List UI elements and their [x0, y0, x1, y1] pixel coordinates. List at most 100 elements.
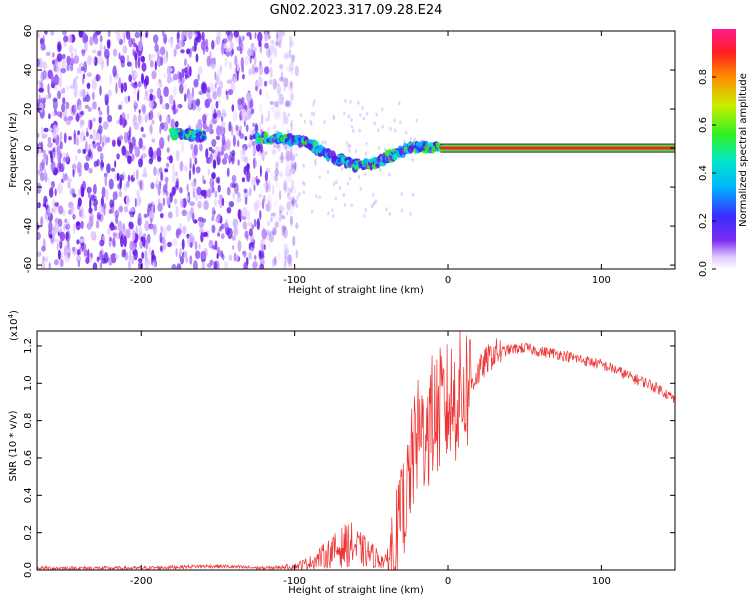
- noise-speckle: [37, 31, 40, 39]
- noise-speckle: [274, 255, 277, 265]
- noise-speckle: [290, 161, 295, 170]
- noise-speckle: [286, 66, 292, 73]
- noise-speckle: [286, 211, 289, 216]
- noise-speckle: [39, 161, 45, 172]
- noise-speckle: [214, 218, 219, 222]
- noise-speckle: [192, 163, 195, 175]
- noise-speckle: [52, 52, 55, 58]
- noise-speckle: [253, 218, 257, 228]
- noise-speckle: [257, 31, 263, 43]
- noise-speckle: [228, 155, 232, 164]
- noise-speckle: [287, 112, 291, 117]
- x-tick-label: -200: [130, 576, 153, 587]
- noise-speckle: [143, 167, 147, 175]
- noise-speckle: [89, 221, 92, 229]
- noise-speckle: [104, 93, 110, 101]
- noise-speckle: [81, 214, 86, 220]
- noise-speckle: [265, 46, 271, 58]
- noise-speckle: [127, 135, 131, 145]
- noise-speckle: [278, 156, 284, 163]
- noise-speckle: [65, 85, 71, 91]
- noise-speckle: [97, 56, 104, 65]
- noise-speckle: [61, 103, 66, 113]
- noise-speckle: [133, 88, 136, 95]
- noise-speckle: [129, 240, 134, 251]
- noise-speckle: [163, 184, 168, 193]
- noise-speckle: [38, 82, 41, 88]
- noise-speckle: [128, 37, 133, 48]
- noise-speckle: [215, 101, 219, 109]
- noise-speckle: [287, 261, 293, 268]
- noise-speckle: [230, 182, 236, 189]
- noise-speckle: [283, 174, 289, 186]
- noise-speckle: [231, 149, 236, 157]
- noise-speckle: [265, 203, 270, 212]
- noise-speckle: [282, 206, 286, 211]
- noise-speckle: [248, 242, 251, 250]
- noise-speckle: [80, 242, 87, 250]
- noise-speckle: [263, 183, 267, 188]
- noise-speckle: [99, 35, 103, 43]
- noise-speckle: [203, 179, 206, 185]
- noise-speckle: [168, 37, 174, 45]
- noise-speckle: [59, 131, 63, 142]
- noise-speckle: [150, 54, 156, 59]
- noise-speckle: [160, 225, 163, 231]
- noise-speckle: [64, 254, 70, 263]
- noise-speckle: [259, 263, 265, 269]
- colorbar: 0.0 0.2 0.4 0.6 0.8 Normalized spectral ampl…: [698, 29, 749, 277]
- noise-speckle: [217, 184, 221, 193]
- noise-speckle: [216, 86, 222, 98]
- noise-speckle: [385, 207, 388, 212]
- noise-speckle: [230, 156, 234, 162]
- spectrogram-image: [37, 31, 675, 269]
- noise-speckle: [277, 143, 281, 152]
- noise-speckle: [61, 59, 66, 70]
- noise-speckle: [38, 94, 41, 102]
- noise-speckle: [72, 246, 78, 256]
- noise-speckle: [181, 68, 185, 78]
- noise-speckle: [345, 140, 348, 145]
- noise-speckle: [89, 212, 94, 221]
- noise-speckle: [241, 109, 247, 121]
- noise-speckle: [38, 146, 42, 155]
- noise-speckle: [99, 133, 102, 145]
- noise-speckle: [370, 204, 374, 209]
- noise-speckle: [56, 53, 63, 62]
- noise-speckle: [137, 57, 141, 69]
- noise-speckle: [195, 123, 198, 129]
- noise-speckle: [49, 233, 53, 239]
- noise-speckle: [259, 250, 265, 258]
- noise-speckle: [257, 76, 263, 88]
- x-tick-label: -100: [283, 576, 306, 587]
- noise-speckle: [302, 163, 305, 168]
- noise-speckle: [338, 186, 342, 190]
- noise-speckle: [82, 148, 87, 154]
- noise-speckle: [112, 237, 116, 247]
- noise-speckle: [332, 214, 335, 219]
- noise-speckle: [167, 211, 173, 219]
- noise-speckle: [288, 196, 292, 201]
- noise-speckle: [274, 221, 280, 228]
- noise-speckle: [399, 120, 402, 125]
- y-tick-label: 0.6: [23, 450, 34, 466]
- noise-speckle: [54, 259, 59, 266]
- noise-speckle: [99, 42, 103, 53]
- signal-blob: [173, 130, 178, 136]
- noise-speckle: [197, 73, 200, 82]
- noise-speckle: [266, 229, 272, 242]
- x-tick-label: 0: [445, 576, 451, 587]
- noise-speckle: [211, 139, 217, 147]
- noise-speckle: [200, 40, 206, 51]
- noise-speckle: [379, 167, 382, 172]
- noise-speckle: [128, 260, 131, 269]
- noise-speckle: [77, 260, 80, 268]
- noise-speckle: [170, 118, 175, 129]
- noise-speckle: [66, 247, 72, 256]
- noise-speckle: [290, 163, 296, 175]
- noise-speckle: [166, 224, 172, 232]
- noise-speckle: [37, 132, 40, 139]
- signal-blob: [192, 129, 197, 135]
- noise-speckle: [143, 96, 148, 101]
- noise-speckle: [280, 215, 286, 219]
